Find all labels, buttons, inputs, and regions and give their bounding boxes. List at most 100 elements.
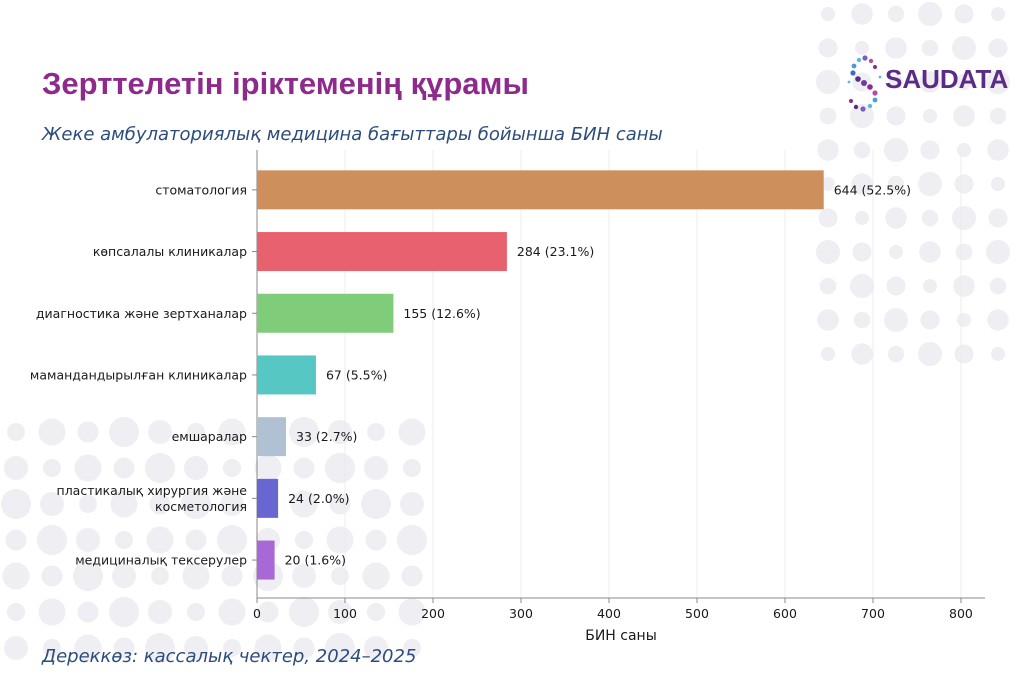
background-dot	[79, 495, 97, 513]
bar-value-label: 24 (2.0%)	[288, 491, 349, 506]
category-label-line: пластикалық хирургия және	[57, 483, 248, 498]
background-dot	[918, 172, 942, 196]
background-dot	[920, 140, 940, 160]
background-dot	[887, 175, 905, 193]
background-dot	[988, 208, 1008, 228]
category-label: пластикалық хирургия және косметология	[57, 483, 248, 514]
background-dot	[293, 457, 315, 479]
background-dot	[987, 139, 1009, 161]
source-note: Дереккөз: кассалық чектер, 2024–2025	[42, 646, 417, 667]
background-dot	[289, 597, 319, 627]
background-dot	[145, 633, 175, 663]
x-tick-label: 100	[333, 606, 357, 621]
background-dot	[295, 531, 313, 549]
background-dot	[1, 489, 31, 519]
background-dot	[952, 206, 976, 230]
background-dot	[40, 492, 64, 516]
background-dot	[325, 633, 355, 663]
background-dot	[181, 489, 211, 519]
background-dot	[293, 637, 315, 659]
category-label: мамандандырылған клиникалар	[30, 367, 247, 382]
bar	[257, 293, 394, 333]
background-dot	[986, 240, 1010, 264]
bar-value-label: 284 (23.1%)	[517, 244, 594, 259]
background-dot	[851, 3, 873, 25]
background-dot	[851, 173, 873, 195]
background-dot	[109, 597, 139, 627]
background-dot	[74, 454, 102, 482]
background-dot	[184, 456, 208, 480]
background-dot	[886, 276, 906, 296]
category-label-line: көпсалалы клиникалар	[93, 244, 247, 259]
background-dot	[41, 565, 63, 587]
background-dot	[182, 562, 210, 590]
background-dot	[821, 347, 835, 361]
bar-value-label: 644 (52.5%)	[834, 182, 911, 197]
page-title: Зерттелетін іріктеменің құрамы	[42, 66, 529, 101]
background-dot	[367, 423, 385, 441]
background-dot	[918, 342, 942, 366]
background-dot	[326, 526, 354, 554]
background-dot	[398, 598, 426, 626]
background-dot	[328, 600, 352, 624]
background-dot	[254, 634, 282, 662]
page-subtitle: Жеке амбулаториялық медицина бағыттары б…	[42, 124, 663, 145]
background-dot	[7, 423, 25, 441]
background-dot	[952, 36, 976, 60]
x-tick-label: 700	[861, 606, 885, 621]
bar-value-label: 33 (2.7%)	[296, 429, 357, 444]
x-tick-label: 500	[685, 606, 709, 621]
category-label: медициналық тексерулер	[75, 553, 247, 568]
background-dot	[254, 454, 282, 482]
background-dot	[218, 598, 246, 626]
background-dot	[43, 639, 61, 657]
background-dot	[151, 567, 169, 585]
background-dot	[953, 275, 975, 297]
background-dot	[148, 600, 172, 624]
background-dot	[113, 637, 135, 659]
background-dot	[361, 489, 391, 519]
bar-value-label: 20 (1.6%)	[285, 553, 346, 568]
background-dot	[74, 634, 102, 662]
bar	[257, 232, 507, 272]
background-dot	[919, 71, 941, 93]
category-label-line: медициналық тексерулер	[75, 553, 247, 568]
bar	[257, 417, 287, 457]
background-dot	[851, 343, 873, 365]
background-dot	[290, 490, 318, 518]
background-dot	[223, 639, 241, 657]
background-dot	[149, 493, 171, 515]
background-dot	[325, 453, 355, 483]
background-dot	[221, 565, 243, 587]
background-dot	[953, 105, 975, 127]
background-dot	[38, 598, 66, 626]
background-dot	[855, 41, 869, 55]
saudata-dots-s-logo-icon	[847, 55, 882, 112]
background-dot	[853, 141, 871, 159]
background-dot	[887, 5, 905, 23]
background-dot	[818, 208, 838, 228]
background-dot	[37, 525, 67, 555]
background-dot	[292, 564, 316, 588]
bar	[257, 170, 824, 210]
background-dot	[923, 279, 937, 293]
bar-value-label: 155 (12.6%)	[403, 306, 480, 321]
category-label: диагностика және зертханалар	[36, 306, 247, 321]
background-dot	[218, 418, 246, 446]
background-dot	[819, 277, 837, 295]
background-dot	[257, 601, 279, 623]
background-dot	[817, 139, 839, 161]
background-dot	[112, 564, 136, 588]
background-dot	[819, 107, 837, 125]
background-dot	[364, 456, 388, 480]
background-dot	[818, 38, 838, 58]
category-label-line: емшаралар	[172, 429, 247, 444]
background-dot	[362, 562, 390, 590]
background-dot	[921, 39, 939, 57]
background-dot	[889, 245, 903, 259]
x-axis-title: БИН саны	[585, 628, 657, 644]
background-dot	[954, 344, 974, 364]
background-dot	[403, 639, 421, 657]
background-dot	[148, 420, 172, 444]
